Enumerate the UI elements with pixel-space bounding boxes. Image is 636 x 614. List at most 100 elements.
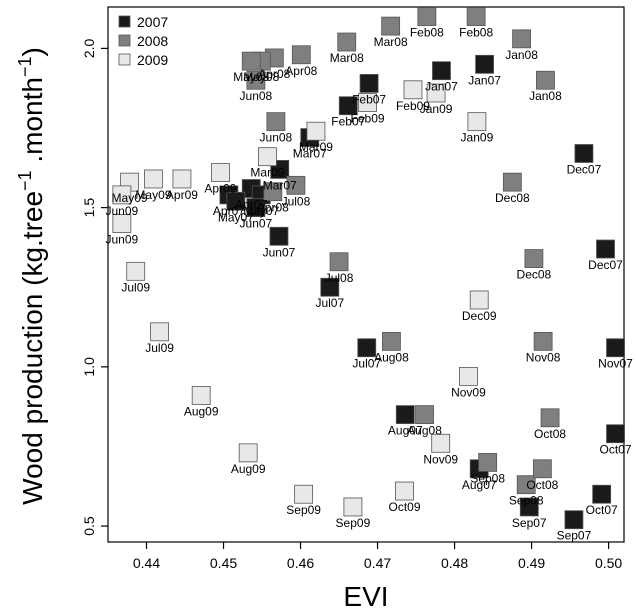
- data-point-2009: [343, 497, 363, 517]
- data-point-label: Nov07: [598, 357, 633, 371]
- data-point-label: Oct07: [600, 443, 632, 457]
- data-point-2007: [359, 74, 379, 93]
- data-point-2007: [475, 54, 495, 74]
- y-axis-title: Wood production (kg.tree−1 .month−1): [15, 47, 48, 505]
- data-point-2007: [320, 277, 340, 297]
- x-tick-label: 0.49: [518, 555, 545, 571]
- data-point-label: Aug09: [231, 462, 266, 476]
- data-point-2009: [294, 484, 314, 504]
- data-point-2007: [338, 96, 358, 116]
- data-point-label: May09: [112, 191, 148, 205]
- data-point-2008: [540, 408, 560, 428]
- data-point-label: Jan08: [529, 89, 562, 103]
- data-point-label: Jul08: [282, 194, 311, 208]
- data-point-label: Jan09: [461, 131, 494, 145]
- data-point-2007: [519, 497, 539, 517]
- y-tick-label: 1.5: [81, 198, 97, 218]
- data-point-2007: [592, 484, 612, 504]
- data-point-label: Mar09: [299, 140, 333, 154]
- data-point-2009: [467, 112, 487, 132]
- data-point-label: Jun09: [106, 233, 139, 247]
- data-point-2008: [381, 16, 401, 36]
- data-point-2009: [126, 261, 146, 281]
- legend-label-2007: 2007: [137, 14, 168, 30]
- data-point-label: Sep09: [286, 503, 321, 517]
- legend-swatch-2009: [118, 53, 131, 66]
- data-point-2009: [258, 147, 277, 167]
- data-point-label: Mar08: [330, 51, 364, 65]
- data-point-2008: [417, 7, 437, 26]
- legend-label-2008: 2008: [137, 33, 168, 49]
- data-point-2009: [459, 367, 478, 386]
- data-point-label: Mar08: [374, 35, 408, 49]
- data-point-label: Nov09: [451, 385, 486, 399]
- data-point-2008: [524, 249, 544, 268]
- data-point-label: Aug09: [184, 405, 219, 419]
- data-point-label: May09: [135, 188, 171, 202]
- data-point-label: Oct07: [586, 503, 618, 517]
- data-point-label: Feb08: [459, 26, 493, 40]
- data-point-2009: [469, 290, 489, 310]
- data-point-label: Aug07: [388, 424, 423, 438]
- data-point-2008: [478, 452, 498, 472]
- y-axis-title-sup2: −1: [15, 56, 35, 77]
- data-point-2009: [426, 83, 446, 103]
- x-tick-label: 0.44: [133, 555, 160, 571]
- data-point-label: May08: [233, 70, 269, 84]
- data-points: [112, 7, 625, 530]
- data-point-2009: [112, 214, 132, 233]
- data-point-label: Sep09: [336, 516, 371, 530]
- y-axis: 0.5 1.0 1.5 2.0: [81, 38, 108, 536]
- legend-swatch-2008: [118, 34, 131, 47]
- x-tick-label: 0.50: [595, 555, 622, 571]
- data-point-2007: [596, 239, 615, 259]
- y-tick-label: 1.0: [81, 357, 97, 377]
- data-point-2008: [329, 252, 349, 272]
- data-point-2008: [516, 475, 536, 495]
- x-tick-label: 0.48: [441, 555, 468, 571]
- data-point-2009: [150, 322, 170, 342]
- data-point-label: Oct08: [534, 427, 566, 441]
- x-tick-label: 0.46: [287, 555, 314, 571]
- data-point-2008: [512, 29, 531, 49]
- data-point-label: Jan09: [420, 102, 453, 116]
- data-point-2009: [172, 169, 192, 189]
- data-point-label: Feb07: [352, 92, 386, 106]
- data-point-label: Sep07: [512, 516, 547, 530]
- data-point-2009: [191, 386, 211, 405]
- data-point-label: Jul09: [145, 341, 174, 355]
- data-point-label: Sep08: [470, 471, 505, 485]
- data-point-2008: [382, 331, 401, 351]
- y-tick-label: 0.5: [81, 516, 97, 536]
- data-point-label: Sep08: [509, 494, 544, 508]
- y-tick-label: 2.0: [81, 38, 97, 58]
- data-point-2007: [606, 424, 625, 444]
- data-point-label: Dec07: [588, 258, 623, 272]
- data-point-2007: [269, 226, 289, 246]
- data-point-label: Jan07: [468, 73, 501, 87]
- y-axis-title-end: ): [17, 47, 48, 56]
- x-axis: 0.44 0.45 0.46 0.47 0.48 0.49 0.50: [133, 542, 622, 571]
- x-tick-label: 0.45: [210, 555, 237, 571]
- x-axis-title: EVI: [343, 581, 388, 612]
- data-point-label: Feb07: [331, 115, 365, 129]
- data-point-label: Jun08: [240, 89, 273, 103]
- y-axis-title-sup1: −1: [15, 170, 35, 191]
- data-point-label: Jan07: [425, 80, 458, 94]
- data-point-label: Jan08: [505, 48, 538, 62]
- data-point-label: Mar07: [293, 147, 327, 161]
- data-point-label: Oct08: [526, 478, 558, 492]
- data-point-2008: [291, 45, 311, 65]
- data-point-label: Aug08: [407, 424, 442, 438]
- data-point-2007: [246, 198, 266, 218]
- data-point-2009: [431, 433, 451, 453]
- data-point-label: Apr08: [257, 201, 289, 215]
- data-point-2008: [536, 70, 555, 90]
- y-axis-title-mid: .month: [17, 77, 48, 170]
- data-point-2008: [337, 32, 357, 52]
- data-point-2009: [112, 185, 132, 205]
- data-point-label: Jun07: [263, 245, 296, 259]
- data-point-2008: [466, 7, 486, 26]
- data-point-2009: [395, 481, 414, 501]
